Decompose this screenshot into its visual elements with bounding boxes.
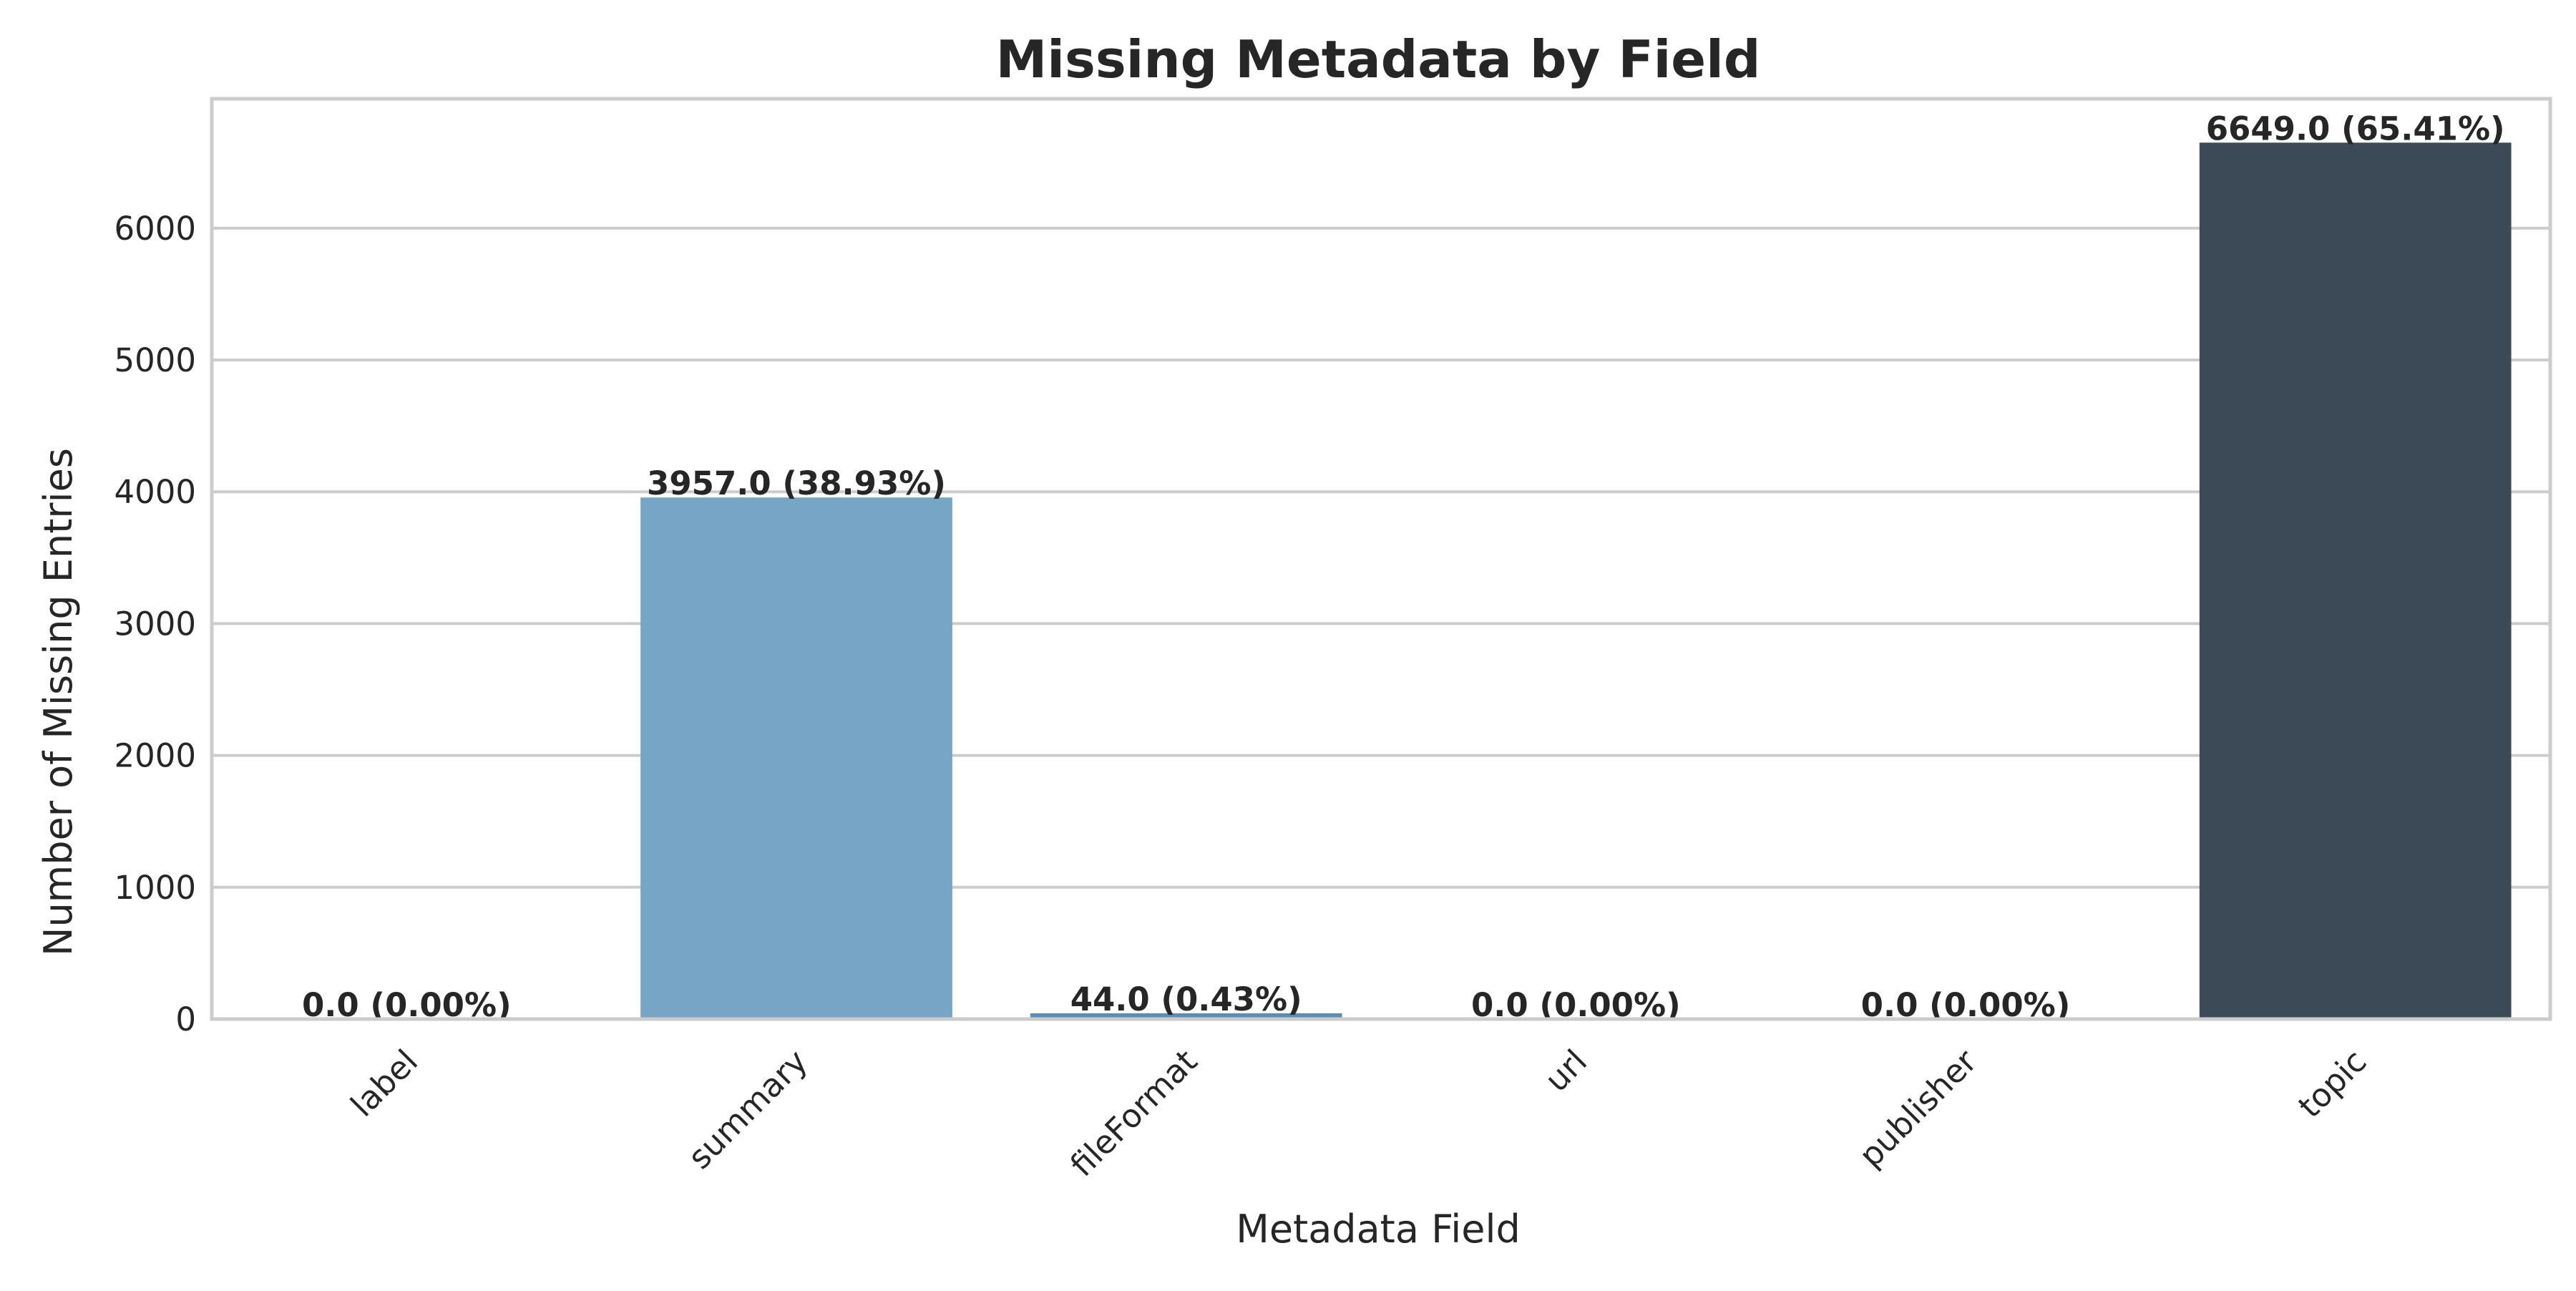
y-tick-label: 1000 — [114, 869, 196, 907]
y-tick-label: 4000 — [114, 473, 196, 511]
y-axis-label: Number of Missing Entries — [36, 448, 81, 956]
y-tick-label: 6000 — [114, 210, 196, 248]
y-tick-label: 3000 — [114, 605, 196, 643]
plot-frame — [210, 97, 2552, 1021]
data-label-fileFormat: 44.0 (0.43%) — [1070, 980, 1302, 1018]
bars — [640, 142, 2512, 1019]
bar-data-labels: 0.0 (0.00%)3957.0 (38.93%)44.0 (0.43%) 0.… — [302, 109, 2505, 1024]
chart-title: Missing Metadata by Field — [996, 29, 1761, 89]
x-tick-label-summary: summary — [680, 1042, 815, 1176]
x-tick-label-label: label — [343, 1042, 425, 1124]
y-axis-ticks: 0 1000 2000 3000 4000 5000 6000 — [114, 210, 196, 1038]
gridlines — [212, 226, 2550, 1020]
x-tick-label-fileFormat: fileFormat — [1063, 1042, 1204, 1184]
bar-summary — [640, 497, 952, 1019]
x-tick-label-topic: topic — [2290, 1042, 2373, 1125]
x-axis-label: Metadata Field — [1236, 1207, 1521, 1252]
bar-topic — [2199, 142, 2512, 1019]
x-axis-ticks: label summary fileFormat url publisher topic — [343, 1042, 2374, 1184]
y-tick-label: 0 — [175, 1000, 196, 1038]
x-tick-label-url: url — [1538, 1042, 1595, 1099]
data-label-summary: 3957.0 (38.93%) — [647, 464, 946, 502]
x-tick-label-publisher: publisher — [1852, 1042, 1984, 1174]
bar-fileFormat — [1030, 1013, 1342, 1019]
y-tick-label: 5000 — [114, 341, 196, 379]
y-tick-label: 2000 — [114, 737, 196, 775]
data-label-topic: 6649.0 (65.41%) — [2206, 109, 2505, 147]
